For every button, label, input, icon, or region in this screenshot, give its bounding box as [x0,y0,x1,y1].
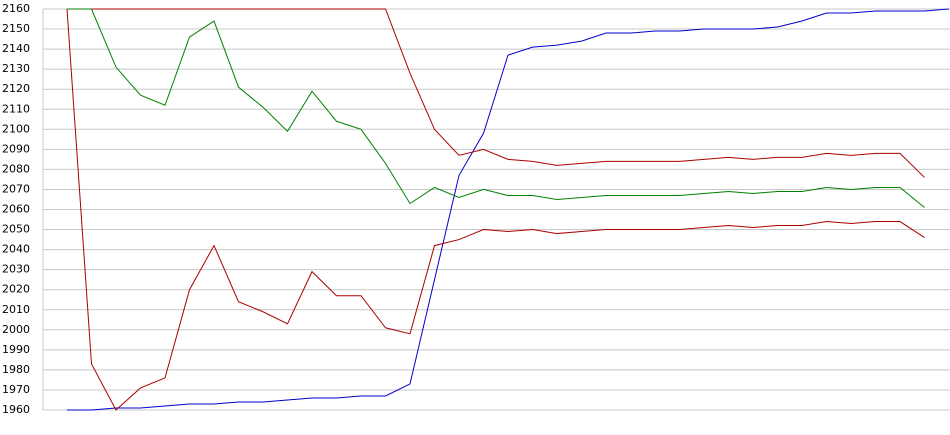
y-tick-label: 2090 [2,142,30,155]
y-tick-label: 2120 [2,82,30,95]
y-tick-label: 2150 [2,22,30,35]
y-tick-label: 2050 [2,223,30,236]
y-tick-label: 2070 [2,182,30,195]
y-tick-label: 2060 [2,203,30,216]
y-tick-label: 2100 [2,122,30,135]
y-tick-label: 2010 [2,303,30,316]
y-tick-label: 2080 [2,162,30,175]
y-tick-label: 1970 [2,383,30,396]
y-tick-label: 1960 [2,403,30,416]
y-tick-label: 2140 [2,42,30,55]
series-line [66,8,925,411]
y-tick-label: 2020 [2,283,30,296]
series-line [67,8,925,208]
y-tick-label: 2030 [2,263,30,276]
series-line [67,8,925,178]
y-tick-label: 2130 [2,62,30,75]
y-tick-label: 1980 [2,363,30,376]
y-tick-label: 2160 [2,2,30,15]
y-tick-label: 2000 [2,323,30,336]
y-tick-label: 1990 [2,343,30,356]
y-tick-label: 2040 [2,243,30,256]
y-tick-label: 2110 [2,102,30,115]
series-line [67,8,950,411]
